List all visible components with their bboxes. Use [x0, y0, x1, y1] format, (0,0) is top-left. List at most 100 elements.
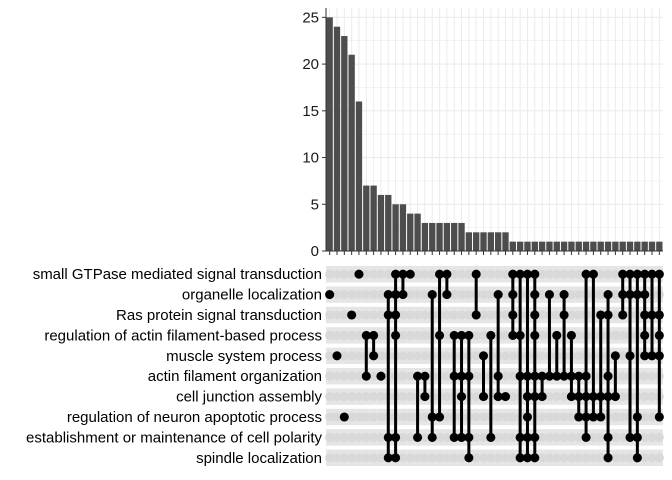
matrix-dot-on: [508, 330, 518, 340]
matrix-dot-on: [647, 269, 657, 279]
matrix-dot-off: [566, 290, 576, 300]
matrix-dot-off: [369, 290, 379, 300]
matrix-dot-off: [449, 310, 459, 320]
matrix-dot-on: [596, 392, 606, 402]
matrix-dot-off: [640, 453, 650, 463]
matrix-dot-off: [361, 412, 371, 422]
matrix-dot-off: [339, 310, 349, 320]
set-label: organelle localization: [182, 287, 322, 304]
matrix-dot-off: [478, 310, 489, 320]
matrix-dot-off: [508, 371, 518, 381]
matrix-dot-off: [493, 453, 503, 463]
intersection-bar: [326, 17, 333, 251]
matrix-dot-off: [361, 432, 371, 442]
matrix-dot-off: [339, 330, 349, 340]
matrix-dot-off: [640, 371, 650, 381]
matrix-dot-on: [530, 310, 540, 320]
matrix-dot-on: [435, 330, 445, 340]
matrix-dot-on: [603, 392, 613, 402]
matrix-dot-off: [500, 432, 511, 442]
matrix-dot-on: [449, 330, 459, 340]
matrix-dot-off: [347, 412, 357, 422]
matrix-dot-on: [552, 330, 562, 340]
matrix-dot-off: [544, 269, 554, 279]
matrix-dot-off: [618, 351, 628, 361]
matrix-dot-off: [376, 269, 386, 279]
matrix-dot-off: [559, 432, 569, 442]
intersection-bar: [429, 222, 436, 251]
intersection-bars: [326, 17, 663, 252]
intersection-bar: [333, 26, 341, 252]
matrix-dot-on: [603, 290, 613, 300]
matrix-dot-off: [449, 290, 459, 300]
matrix-dot-off: [347, 371, 357, 381]
matrix-dot-on: [625, 432, 635, 442]
matrix-dot-off: [354, 330, 364, 340]
matrix-dot-off: [332, 432, 342, 442]
matrix-dot-on: [442, 290, 452, 300]
intersection-bar: [509, 241, 516, 251]
matrix-dot-on: [640, 330, 650, 340]
set-label: actin filament organization: [148, 368, 322, 385]
matrix-dot-off: [537, 290, 547, 300]
intersection-bar: [458, 222, 465, 251]
matrix-dot-off: [339, 432, 349, 442]
matrix-dot-on: [471, 269, 481, 279]
matrix-dot-off: [398, 330, 408, 340]
matrix-dot-off: [508, 392, 518, 402]
matrix-dot-on: [522, 392, 533, 402]
set-label: regulation of actin filament-based proce…: [44, 327, 322, 344]
intersection-bar: [626, 241, 634, 251]
matrix-dot-off: [478, 432, 489, 442]
matrix-dot-on: [530, 453, 540, 463]
matrix-dot-off: [413, 290, 423, 300]
matrix-dot-off: [420, 432, 430, 442]
matrix-dot-on: [435, 269, 445, 279]
matrix-dot-on: [325, 290, 335, 300]
matrix-dot-on: [376, 371, 386, 381]
matrix-dot-on: [581, 412, 591, 422]
matrix-dot-on: [515, 371, 525, 381]
matrix-dot-off: [339, 392, 349, 402]
matrix-dot-off: [354, 432, 364, 442]
matrix-dot-on: [530, 330, 540, 340]
intersection-bar: [465, 232, 473, 251]
matrix-dot-on: [574, 412, 584, 422]
matrix-dot-on: [559, 290, 569, 300]
matrix-dot-off: [552, 453, 562, 463]
intersection-bar: [634, 241, 641, 251]
intersection-bar: [641, 241, 648, 251]
matrix-dot-off: [500, 330, 511, 340]
matrix-dot-off: [552, 310, 562, 320]
matrix-dot-off: [332, 310, 342, 320]
matrix-dot-on: [486, 330, 496, 340]
matrix-dot-on: [640, 310, 650, 320]
matrix-dot-off: [420, 290, 430, 300]
matrix-dot-off: [537, 453, 547, 463]
matrix-dot-off: [471, 432, 481, 442]
set-label: small GTPase mediated signal transductio…: [33, 266, 322, 283]
matrix-dot-off: [618, 412, 628, 422]
matrix-dot-off: [500, 351, 511, 361]
matrix-dot-off: [508, 453, 518, 463]
matrix-dot-on: [566, 392, 576, 402]
matrix-dot-on: [530, 371, 540, 381]
matrix-dot-off: [369, 392, 379, 402]
matrix-dot-off: [456, 290, 467, 300]
matrix-dot-on: [471, 310, 481, 320]
matrix-dot-off: [442, 330, 452, 340]
y-tick-label: 20: [302, 56, 319, 73]
matrix-dot-on: [391, 290, 401, 300]
matrix-dot-off: [398, 432, 408, 442]
set-label: establishment or maintenance of cell pol…: [26, 429, 322, 446]
intersection-bar: [495, 232, 502, 251]
matrix-dot-on: [413, 371, 423, 381]
matrix-dot-on: [522, 432, 533, 442]
matrix-dot-on: [588, 269, 598, 279]
matrix-dot-off: [588, 453, 598, 463]
matrix-dot-on: [435, 412, 445, 422]
matrix-dot-on: [632, 290, 642, 300]
matrix-dot-off: [325, 351, 335, 361]
matrix-dot-off: [332, 392, 342, 402]
matrix-dot-off: [325, 330, 335, 340]
